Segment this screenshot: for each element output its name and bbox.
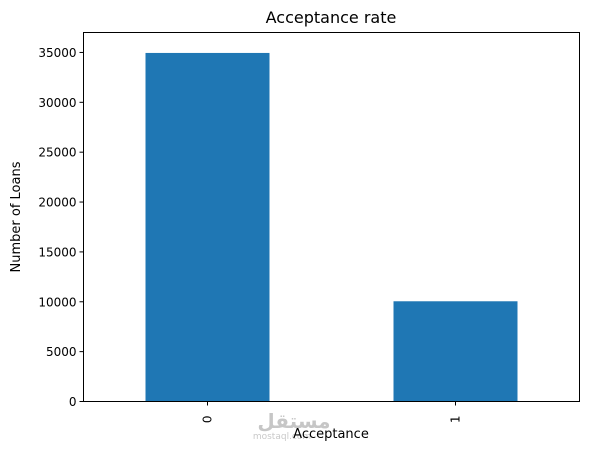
chart-title: Acceptance rate xyxy=(266,8,397,27)
watermark-logo: مستقل xyxy=(257,409,330,433)
y-tick-label: 35000 xyxy=(38,46,76,60)
watermark-url: mostaql.com xyxy=(253,432,311,442)
y-tick-label: 5000 xyxy=(46,345,77,359)
y-axis: 0 5000 10000 15000 20000 25000 30000 35000 xyxy=(38,46,84,409)
y-axis-label: Number of Loans xyxy=(9,161,24,272)
y-tick-label: 15000 xyxy=(38,245,76,259)
y-tick-label: 10000 xyxy=(38,295,76,309)
bar-1 xyxy=(393,301,518,402)
x-axis-label: Acceptance xyxy=(293,427,369,442)
x-tick-label: 0 xyxy=(201,416,215,424)
plot-frame xyxy=(83,32,580,402)
y-tick-label: 20000 xyxy=(38,196,76,210)
y-tick-label: 0 xyxy=(69,395,77,409)
bar-0 xyxy=(145,52,270,402)
watermark: مستقل mostaql.com xyxy=(253,409,331,442)
y-tick-label: 30000 xyxy=(38,96,76,110)
x-tick-label: 1 xyxy=(449,416,463,424)
bars-group xyxy=(145,52,518,402)
y-tick-label: 25000 xyxy=(38,146,76,160)
